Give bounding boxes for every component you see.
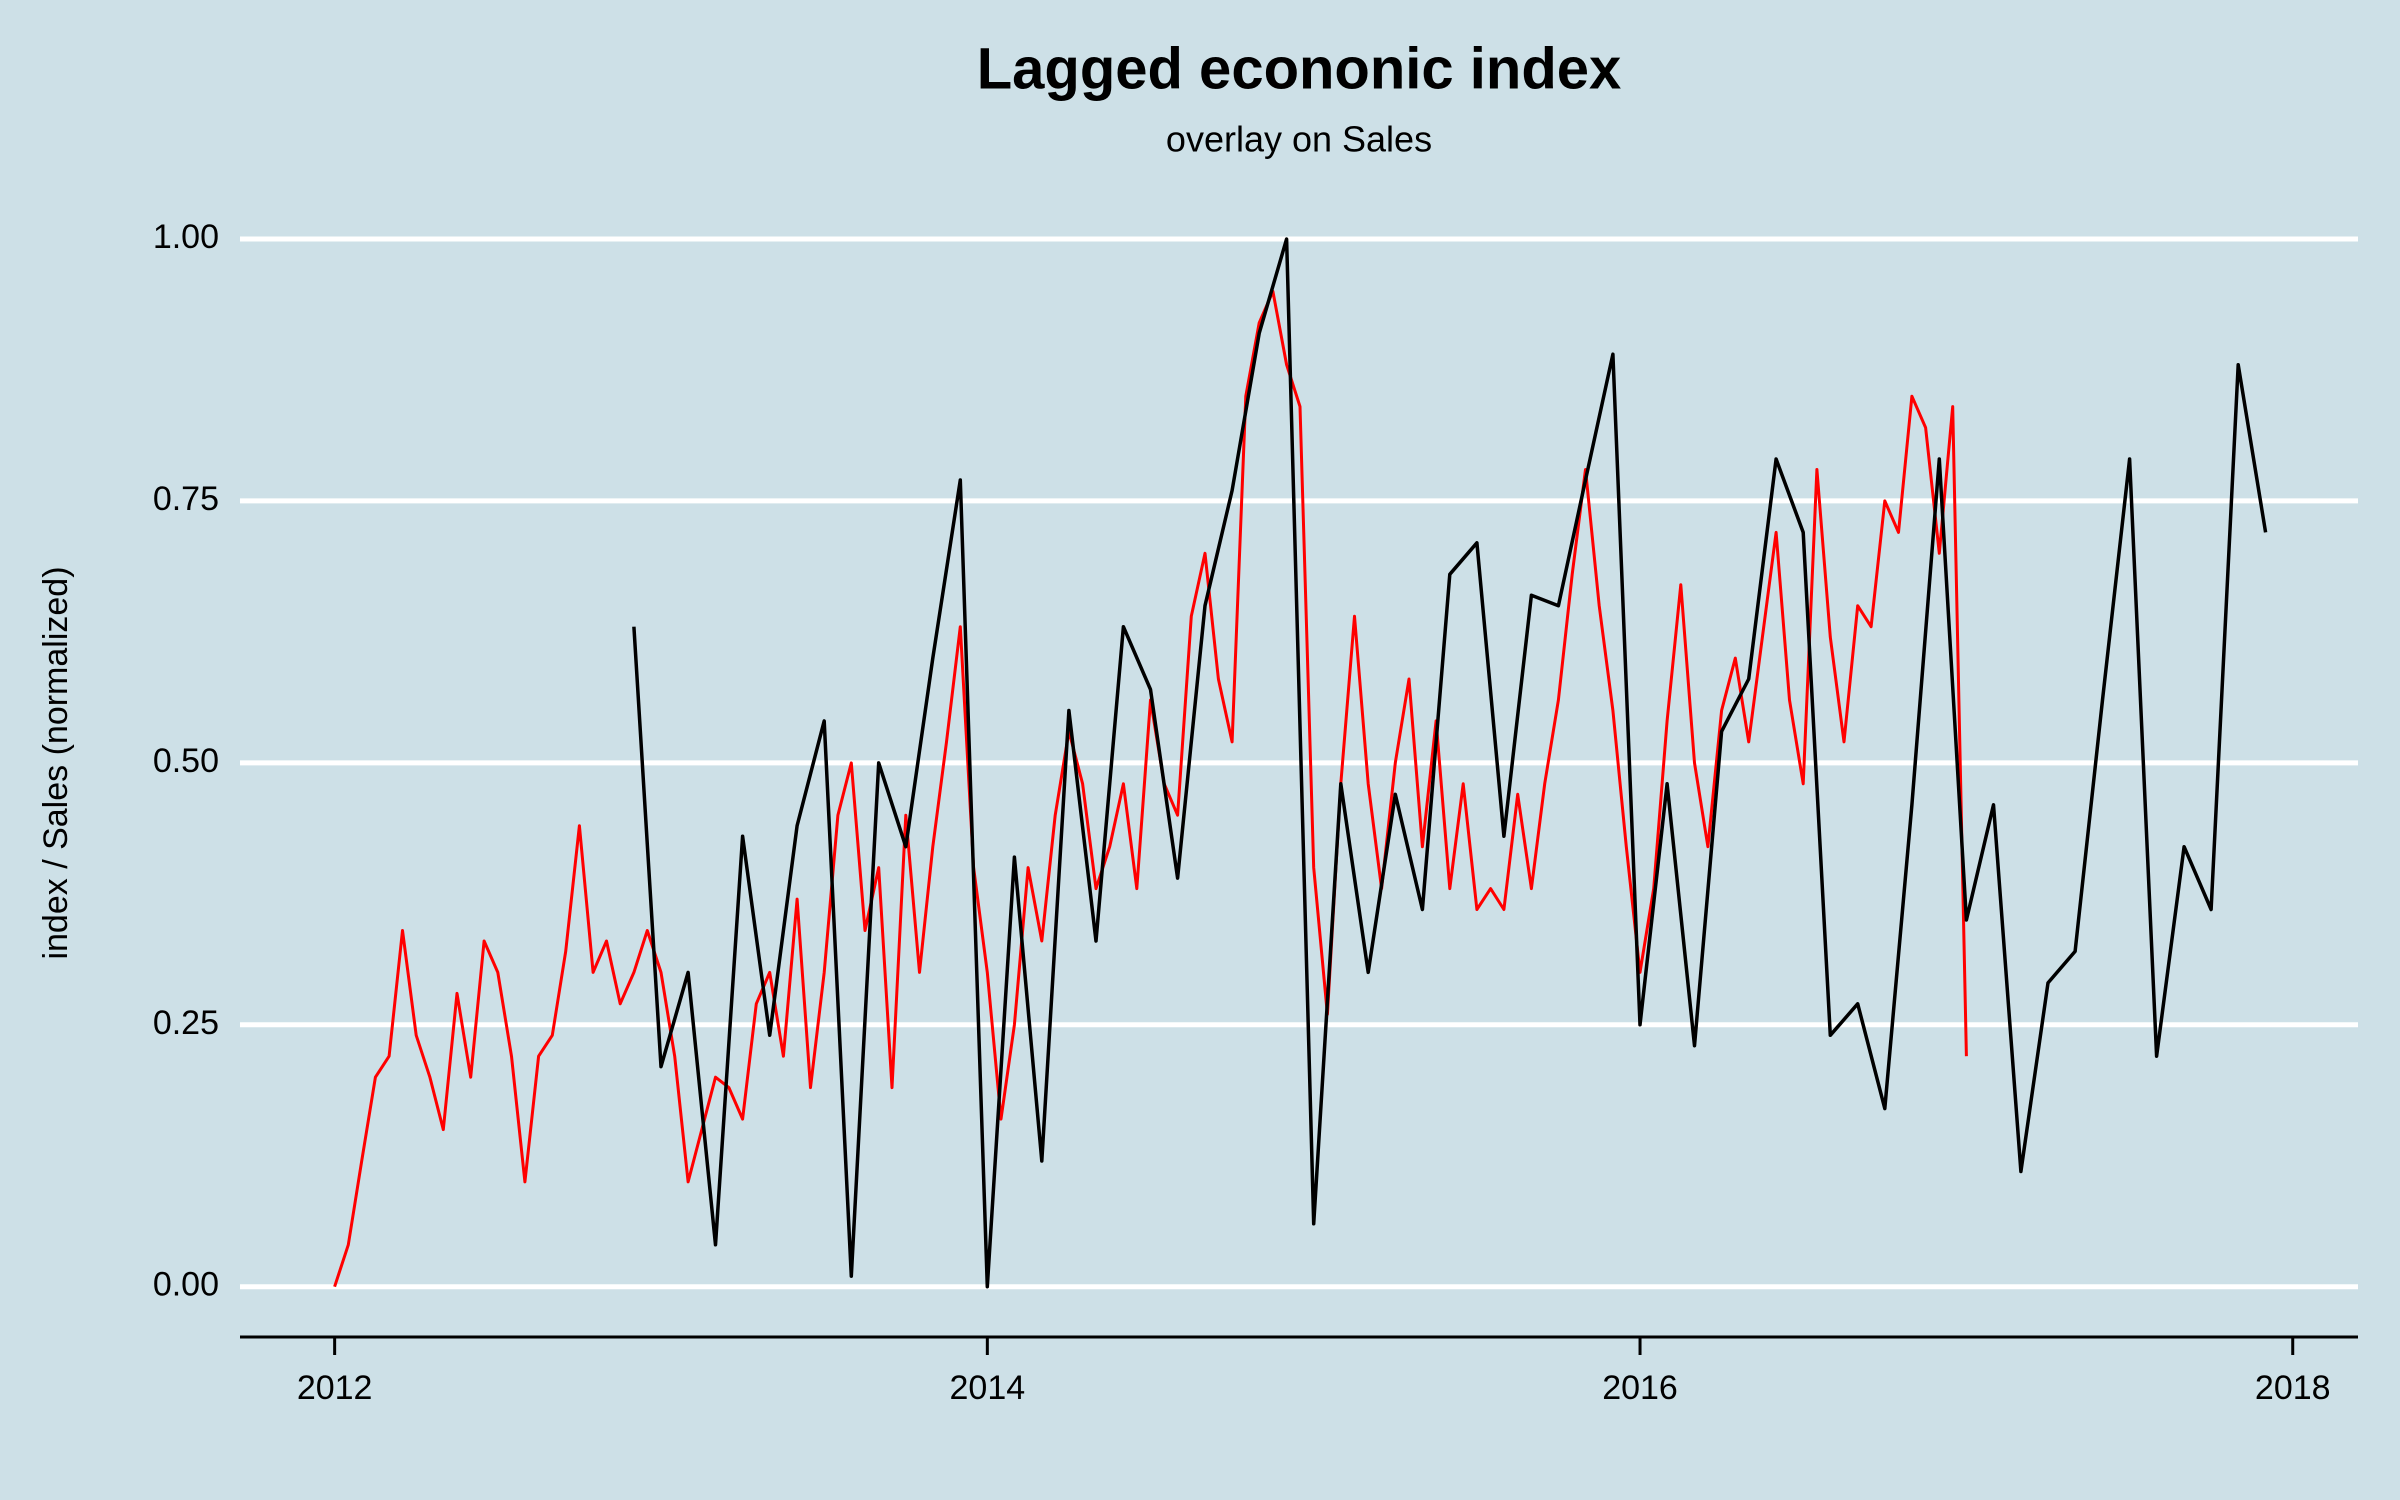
x-tick-label: 2016 [1602,1369,1678,1407]
y-tick-label: 0.75 [153,480,219,518]
y-tick-label: 0.50 [153,742,219,780]
x-tick-label: 2012 [297,1369,373,1407]
x-tick-label: 2014 [950,1369,1026,1407]
chart-subtitle: overlay on Sales [1166,119,1432,160]
y-tick-label: 1.00 [153,218,219,256]
series-line [632,237,2268,1289]
y-axis-label: index / Sales (normalized) [37,566,75,959]
y-tick-label: 0.00 [153,1266,219,1304]
y-tick-label: 0.25 [153,1004,219,1042]
x-tick-label: 2018 [2255,1369,2331,1407]
chart-title: Lagged econonic index [977,36,1622,101]
